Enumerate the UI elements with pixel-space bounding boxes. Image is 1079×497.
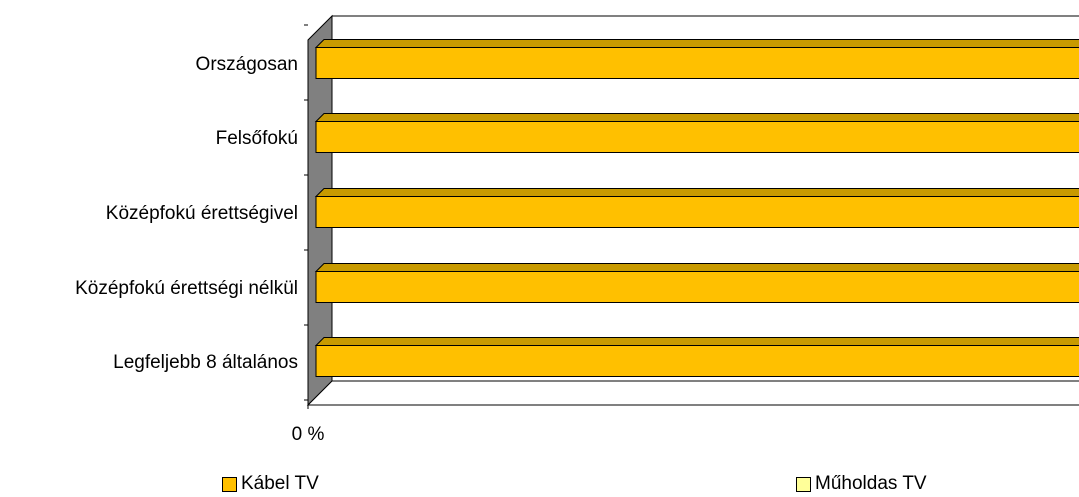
- category-label: Középfokú érettségivel: [106, 203, 298, 224]
- category-labels: Országosan Felsőfokú Középfokú érettségive…: [75, 54, 298, 373]
- bar-top-kabel: [314, 263, 1079, 272]
- bar-kabel: [315, 196, 1079, 228]
- category-label: Országosan: [196, 54, 298, 75]
- bar-top-kabel: [314, 188, 1079, 197]
- category-label: Felsőfokú: [216, 128, 298, 149]
- bar-kabel: [315, 345, 1079, 377]
- x-tick-labels: 0 %10 %20 %30 %40 %50 %60 %70 %80 %90 %: [292, 424, 325, 445]
- category-label: Középfokú érettségi nélkül: [75, 278, 298, 299]
- legend-label-kabel: Kábel TV: [241, 473, 319, 494]
- bar-top-kabel: [314, 113, 1079, 122]
- legend-swatch-muholdas: [796, 476, 811, 492]
- x-tick-label: 0 %: [292, 424, 325, 445]
- legend-item-kabel: Kábel TV: [222, 473, 319, 495]
- legend-swatch-kabel: [222, 476, 237, 492]
- floor-panel: [306, 380, 1079, 406]
- category-label: Legfeljebb 8 általános: [113, 352, 298, 373]
- legend-label-muholdas: Műholdas TV: [815, 473, 927, 494]
- bars: [314, 39, 1079, 377]
- stacked-bar-chart: Országosan Felsőfokú Középfokú érettségive…: [75, 14, 1079, 445]
- bar-kabel: [315, 271, 1079, 303]
- legend-item-muholdas: Műholdas TV: [796, 473, 927, 495]
- axis-ticks: [304, 24, 309, 409]
- bar-kabel: [315, 47, 1079, 79]
- bar-top-kabel: [314, 39, 1079, 48]
- bar-top-kabel: [314, 337, 1079, 346]
- chart-floor: [306, 380, 1079, 406]
- bar-kabel: [315, 121, 1079, 153]
